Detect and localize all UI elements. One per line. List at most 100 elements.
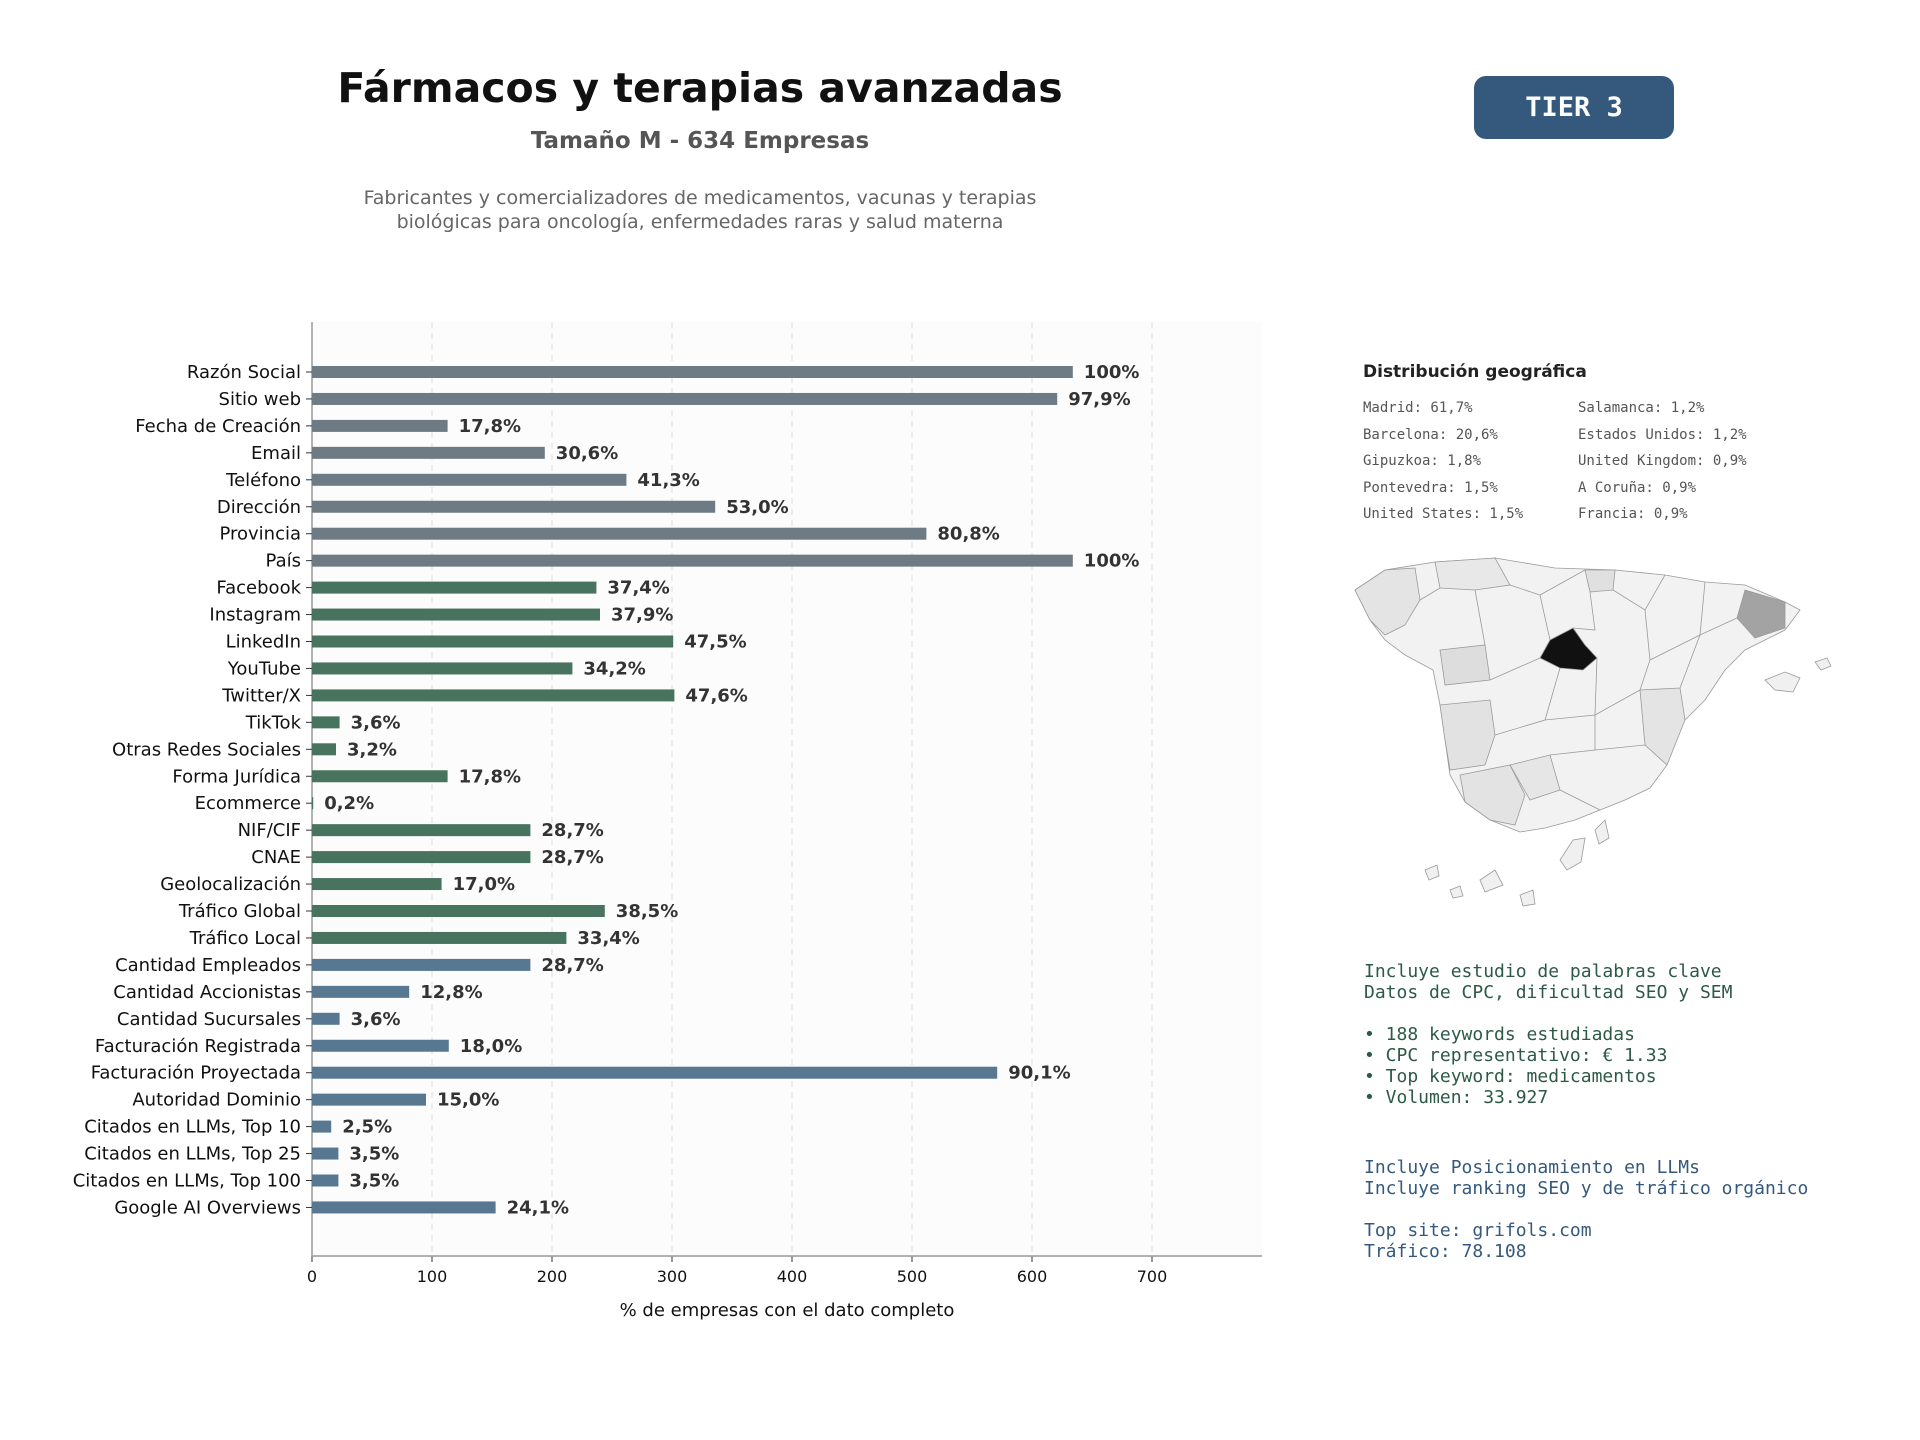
traffic-line: Tráfico: 78.108 <box>1364 1241 1527 1262</box>
data-label: 47,5% <box>684 632 746 653</box>
data-label: 38,5% <box>616 901 678 922</box>
category-label: Forma Jurídica <box>172 766 301 787</box>
map-extremadura <box>1439 699 1496 771</box>
bar <box>312 878 442 891</box>
category-label: Tráfico Global <box>178 901 301 922</box>
bar <box>312 824 531 837</box>
data-label: 100% <box>1084 362 1140 383</box>
category-label: Teléfono <box>225 470 301 491</box>
x-tick-label: 200 <box>537 1267 568 1286</box>
category-label: Otras Redes Sociales <box>112 739 301 760</box>
bar <box>312 662 573 675</box>
data-label: 80,8% <box>937 524 999 545</box>
bar <box>312 1039 449 1052</box>
bar <box>312 1174 339 1187</box>
geo-item: Estados Unidos: 1,2% <box>1578 426 1747 443</box>
x-tick-label: 300 <box>657 1267 688 1286</box>
category-label: Razón Social <box>187 362 301 383</box>
bar <box>312 1066 998 1079</box>
bar <box>312 500 716 513</box>
x-tick-label: 500 <box>897 1267 928 1286</box>
category-label: Sitio web <box>219 389 301 410</box>
bar <box>312 554 1073 567</box>
data-label: 100% <box>1084 551 1140 572</box>
keywords-line: Incluye estudio de palabras clave <box>1364 961 1722 982</box>
data-label: 3,6% <box>351 1009 401 1030</box>
data-label: 30,6% <box>556 443 618 464</box>
geo-item: United Kingdom: 0,9% <box>1578 453 1747 469</box>
data-label: 15,0% <box>437 1090 499 1111</box>
x-tick-label: 600 <box>1017 1267 1048 1286</box>
geo-item: United States: 1,5% <box>1363 506 1524 522</box>
data-label: 53,0% <box>726 497 788 518</box>
data-label: 90,1% <box>1008 1063 1070 1084</box>
bar <box>312 1120 332 1133</box>
data-label: 17,8% <box>459 766 521 787</box>
keywords-bullet: • Top keyword: medicamentos <box>1364 1066 1657 1087</box>
description-line: biológicas para oncología, enfermedades … <box>396 211 1004 233</box>
category-label: CNAE <box>251 847 301 868</box>
category-label: Dirección <box>217 497 301 518</box>
category-label: Facturación Proyectada <box>91 1063 301 1084</box>
bar <box>312 581 597 594</box>
spain-map <box>1354 557 1832 907</box>
data-label: 28,7% <box>541 955 603 976</box>
data-label: 3,5% <box>349 1171 399 1192</box>
data-label: 28,7% <box>541 820 603 841</box>
data-label: 3,6% <box>351 712 401 733</box>
category-label: Citados en LLMs, Top 25 <box>84 1144 301 1165</box>
geo-item: Salamanca: 1,2% <box>1578 400 1705 416</box>
map-baleares <box>1764 657 1832 693</box>
keywords-block: Incluye estudio de palabras clave Datos … <box>1364 961 1732 1108</box>
chart-subtitle: Tamaño M - 634 Empresas <box>530 128 870 154</box>
bar <box>312 689 675 702</box>
keywords-bullet: • CPC representativo: € 1.33 <box>1364 1045 1668 1066</box>
category-label: Cantidad Sucursales <box>117 1009 301 1030</box>
bar <box>312 716 340 729</box>
data-label: 33,4% <box>577 928 639 949</box>
top-site-line: Top site: grifols.com <box>1364 1220 1592 1241</box>
bar <box>312 392 1058 405</box>
bar <box>312 608 600 621</box>
map-barcelona <box>1736 589 1786 639</box>
category-label: Provincia <box>219 524 301 545</box>
data-label: 24,1% <box>507 1197 569 1218</box>
bar <box>312 1201 496 1214</box>
category-label: País <box>266 551 301 572</box>
map-asturias <box>1434 557 1511 591</box>
data-label: 0,2% <box>324 793 374 814</box>
category-label: Email <box>251 443 301 464</box>
data-label: 34,2% <box>583 658 645 679</box>
x-tick-label: 400 <box>777 1267 808 1286</box>
geo-title: Distribución geográfica <box>1363 362 1587 382</box>
data-label: 17,0% <box>453 874 515 895</box>
data-label: 17,8% <box>459 416 521 437</box>
geo-item: Gipuzkoa: 1,8% <box>1363 453 1482 469</box>
plot-area <box>312 322 1262 1256</box>
map-madrid <box>1539 627 1598 671</box>
map-pais-vasco <box>1584 569 1616 593</box>
geo-item: Madrid: 61,7% <box>1363 400 1473 416</box>
x-axis-label: % de empresas con el dato completo <box>620 1300 955 1321</box>
data-label: 37,4% <box>607 578 669 599</box>
data-label: 41,3% <box>637 470 699 491</box>
bar <box>312 797 314 810</box>
data-label: 3,5% <box>349 1144 399 1165</box>
description-line: Fabricantes y comercializadores de medic… <box>363 187 1037 209</box>
chart-title: Fármacos y terapias avanzadas <box>337 64 1063 112</box>
bar <box>312 1147 339 1160</box>
data-label: 18,0% <box>460 1036 522 1057</box>
tier-badge: TIER 3 <box>1474 76 1674 139</box>
category-label: Geolocalización <box>160 874 301 895</box>
bar <box>312 419 448 432</box>
category-label: Autoridad Dominio <box>132 1090 301 1111</box>
llm-line: Incluye Posicionamiento en LLMs <box>1364 1157 1700 1178</box>
category-label: Twitter/X <box>221 685 301 706</box>
data-label: 47,6% <box>685 685 747 706</box>
bar <box>312 770 448 783</box>
category-label: Instagram <box>209 605 301 626</box>
category-label: Facturación Registrada <box>95 1036 301 1057</box>
x-tick-label: 0 <box>307 1267 317 1286</box>
category-label: TikTok <box>245 712 302 733</box>
geo-item: Pontevedra: 1,5% <box>1363 479 1498 496</box>
